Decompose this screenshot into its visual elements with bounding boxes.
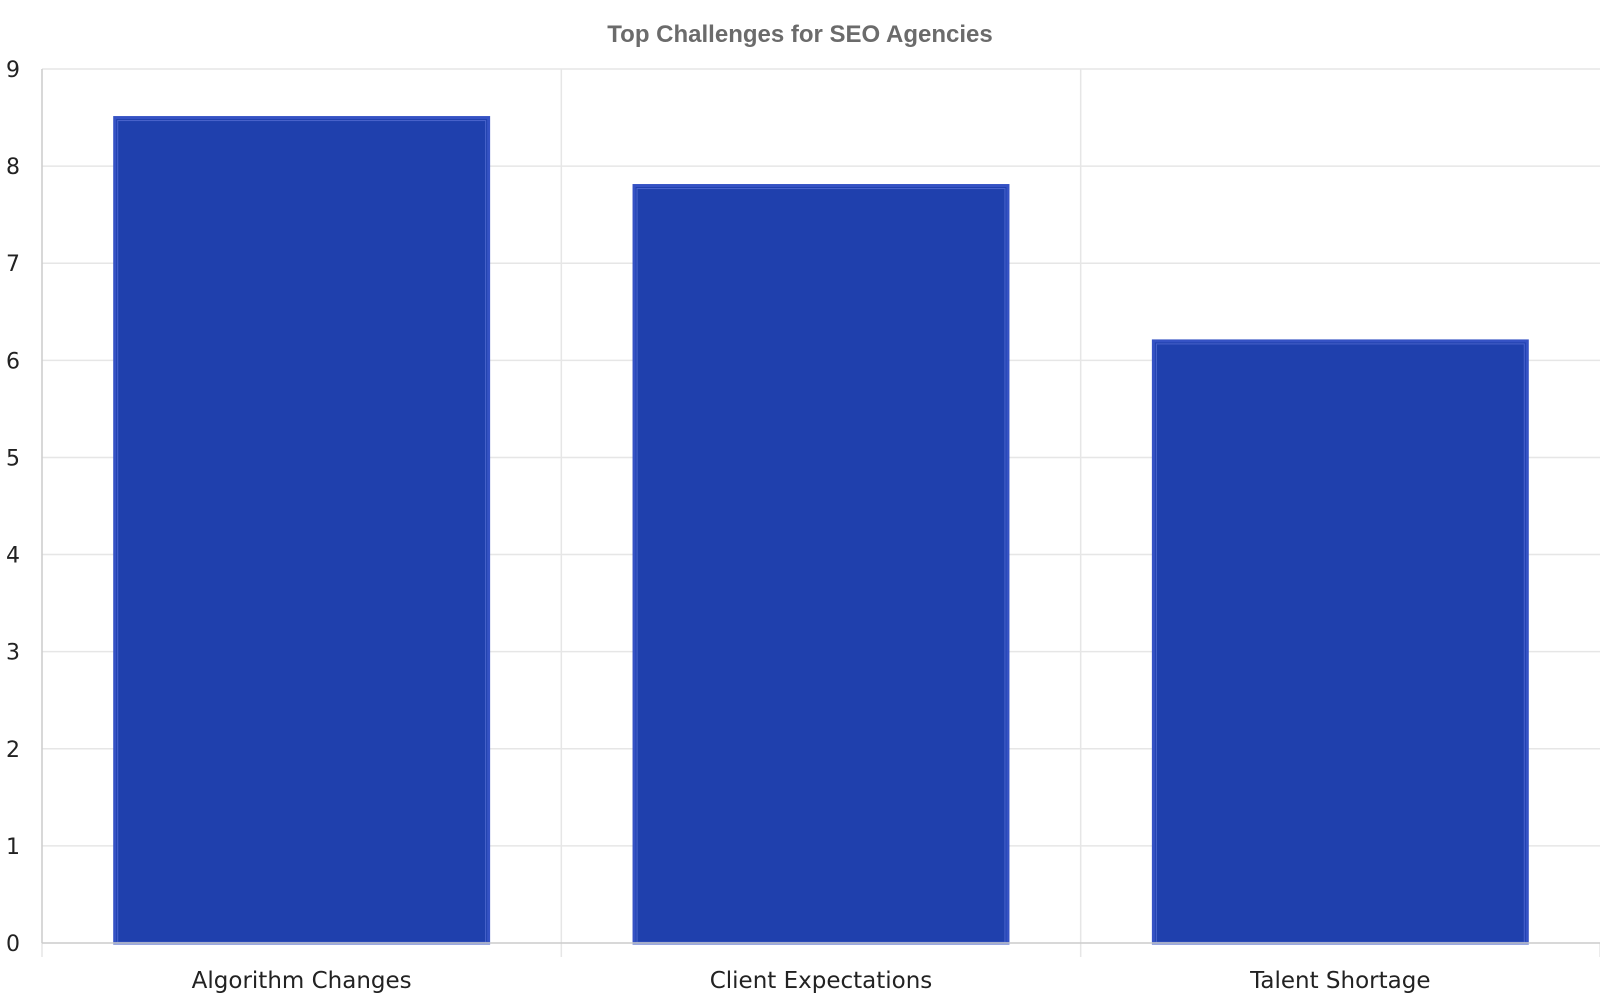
y-tick-label: 2 [6,738,20,763]
x-tick-label: Talent Shortage [1249,968,1430,994]
y-tick-label: 4 [6,544,20,569]
y-tick-label: 5 [6,446,20,471]
y-tick-label: 8 [6,155,20,180]
y-tick-label: 3 [6,641,20,666]
axes [41,69,1600,957]
x-tick-label: Client Expectations [710,968,933,994]
y-tick-labels: 0 1 2 3 4 5 6 7 8 9 [6,58,20,957]
bar-client-expectations[interactable] [632,184,1010,945]
bar-talent-shortage[interactable] [1151,339,1529,945]
y-tick-label: 9 [6,58,20,83]
chart-title: Top Challenges for SEO Agencies [607,21,992,48]
y-tick-label: 1 [6,835,20,860]
x-tick-labels: Algorithm Changes Client Expectations Tale… [192,968,1431,994]
bar-algorithm-changes[interactable] [113,116,491,945]
bars [113,116,1529,945]
y-tick-label: 0 [6,932,20,957]
y-tick-label: 6 [6,349,20,374]
y-tick-label: 7 [6,252,20,277]
x-tick-label: Algorithm Changes [192,968,412,994]
